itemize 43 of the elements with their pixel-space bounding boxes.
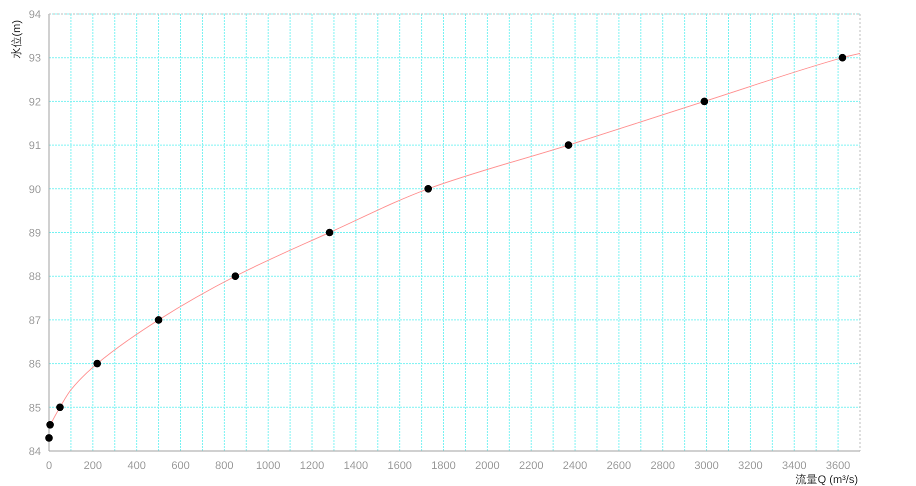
point: [424, 185, 432, 193]
point: [93, 360, 102, 368]
point: [56, 404, 64, 412]
y-tick-label: 88: [28, 271, 41, 284]
x-tick-label: 600: [171, 460, 190, 472]
point: [45, 434, 53, 442]
y-axis-title: 水位(m): [10, 20, 23, 58]
x-tick-label: 3000: [694, 460, 719, 472]
y-tick-label: 89: [28, 228, 41, 240]
y-tick-label: 93: [28, 52, 41, 65]
x-tick-label: 3200: [738, 460, 763, 472]
point: [154, 316, 162, 324]
point: [232, 272, 240, 280]
x-tick-label: 2200: [518, 460, 544, 472]
x-tick-label: 2400: [562, 460, 588, 472]
x-tick-label: 3600: [826, 460, 850, 472]
y-tick-label: 94: [28, 9, 41, 21]
x-tick-label: 1400: [344, 460, 368, 472]
x-tick-label: 1200: [300, 460, 324, 472]
point: [700, 98, 708, 106]
y-tick-label: 85: [28, 402, 41, 414]
x-tick-label: 1600: [387, 460, 412, 472]
x-tick-label: 400: [127, 460, 146, 472]
y-tick-label: 90: [28, 184, 41, 196]
x-tick-label: 0: [46, 460, 52, 472]
x-tick-label: 200: [84, 460, 102, 472]
x-tick-label: 2800: [650, 460, 675, 472]
point: [326, 228, 334, 236]
x-tick-label: 2000: [475, 460, 500, 472]
point: [564, 141, 572, 149]
x-axis-title: 流量Q (m³/s): [796, 473, 858, 486]
y-tick-label: 91: [28, 140, 41, 152]
point: [838, 54, 846, 62]
y-tick-label: 92: [28, 96, 41, 108]
x-tick-label: 1000: [256, 460, 280, 472]
x-tick-label: 800: [215, 460, 234, 472]
x-tick-label: 2600: [606, 460, 632, 472]
y-tick-label: 84: [28, 446, 41, 458]
y-tick-label: 87: [28, 314, 41, 327]
y-tick-label: 86: [28, 358, 41, 371]
x-tick-label: 3400: [782, 460, 806, 472]
point: [46, 420, 54, 429]
x-tick-label: 1800: [431, 460, 456, 472]
